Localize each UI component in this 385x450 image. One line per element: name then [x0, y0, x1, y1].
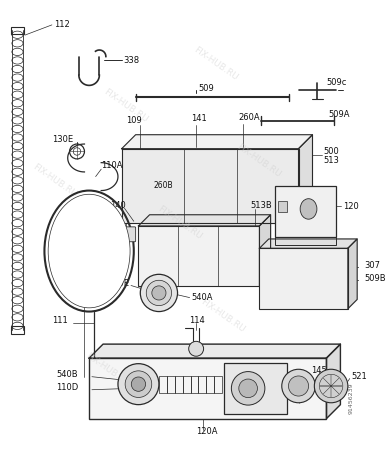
Text: 513B: 513B	[250, 201, 272, 210]
Text: 509A: 509A	[328, 110, 350, 119]
Polygon shape	[89, 344, 340, 358]
Text: 120A: 120A	[196, 427, 218, 436]
Text: 112: 112	[54, 20, 70, 29]
Text: 521: 521	[352, 372, 367, 381]
Text: 513: 513	[324, 156, 340, 165]
Bar	[11, 27, 24, 34]
Text: 260B: 260B	[154, 181, 173, 190]
Polygon shape	[259, 215, 271, 286]
Bar	[167, 376, 175, 392]
Bar	[159, 376, 167, 392]
Circle shape	[288, 376, 309, 396]
Text: 130E: 130E	[52, 135, 73, 144]
Bar	[224, 363, 287, 414]
Bar	[11, 326, 24, 334]
Text: 514A: 514A	[103, 226, 125, 235]
Bar	[206, 376, 214, 392]
Circle shape	[125, 371, 152, 397]
Ellipse shape	[48, 194, 130, 308]
Polygon shape	[122, 148, 298, 223]
Text: 338: 338	[124, 56, 140, 65]
Polygon shape	[326, 344, 340, 418]
Bar	[214, 376, 222, 392]
Circle shape	[189, 342, 204, 356]
Bar	[182, 376, 191, 392]
Text: 141: 141	[191, 114, 207, 123]
Bar	[89, 358, 326, 419]
Circle shape	[152, 286, 166, 300]
Circle shape	[239, 379, 258, 398]
Circle shape	[146, 280, 172, 306]
Ellipse shape	[300, 199, 317, 219]
Text: 111: 111	[52, 316, 68, 325]
Bar	[191, 376, 199, 392]
Text: FIX-HUB.RU: FIX-HUB.RU	[156, 205, 204, 242]
Circle shape	[282, 369, 315, 403]
Text: 110D: 110D	[57, 383, 79, 392]
Text: 120: 120	[343, 202, 359, 211]
Text: FIX-HUB.RU: FIX-HUB.RU	[84, 351, 132, 388]
Circle shape	[140, 274, 177, 311]
Text: FIX-HUB.RU: FIX-HUB.RU	[49, 255, 96, 292]
Text: FIX-HUB.RU: FIX-HUB.RU	[235, 142, 283, 179]
Text: 110A: 110A	[101, 161, 123, 170]
Bar	[275, 186, 336, 237]
Bar	[175, 376, 182, 392]
Text: 109: 109	[126, 116, 142, 125]
Polygon shape	[139, 215, 271, 226]
Text: FIX-HUB.RU: FIX-HUB.RU	[31, 163, 78, 200]
Circle shape	[118, 364, 159, 405]
Text: 500: 500	[324, 147, 340, 156]
Bar	[139, 226, 259, 286]
Polygon shape	[122, 135, 313, 148]
Text: 130: 130	[323, 372, 338, 381]
Text: 540A: 540A	[191, 293, 213, 302]
Circle shape	[231, 372, 265, 405]
Text: FIX-HUB.RU: FIX-HUB.RU	[199, 297, 246, 334]
Bar	[259, 248, 348, 309]
Bar	[199, 376, 206, 392]
Text: FIX-HUB.RU: FIX-HUB.RU	[192, 45, 239, 82]
Text: 509B: 509B	[365, 274, 385, 283]
Text: 509: 509	[198, 84, 214, 93]
FancyBboxPatch shape	[119, 227, 136, 242]
Text: 110E: 110E	[108, 279, 129, 288]
Text: 140: 140	[110, 201, 126, 210]
Text: 145: 145	[311, 366, 326, 375]
Text: 260A: 260A	[238, 112, 259, 122]
Text: 91456239: 91456239	[348, 382, 353, 414]
Text: 307: 307	[365, 261, 381, 270]
Polygon shape	[348, 239, 357, 309]
Text: 540B: 540B	[57, 370, 78, 379]
Text: 509c: 509c	[326, 78, 347, 87]
Text: FIX-HUB.RU: FIX-HUB.RU	[102, 87, 150, 124]
Polygon shape	[298, 135, 313, 223]
Circle shape	[131, 377, 146, 392]
Bar	[275, 237, 336, 244]
Bar	[278, 201, 287, 212]
Polygon shape	[259, 239, 357, 248]
Circle shape	[314, 369, 348, 403]
Text: 114: 114	[189, 316, 204, 325]
